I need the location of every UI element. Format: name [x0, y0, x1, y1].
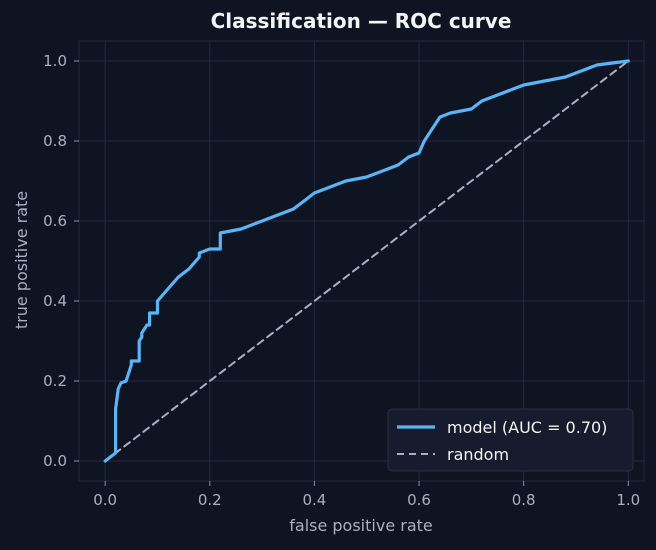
y-axis-label: true positive rate [12, 191, 31, 329]
y-tick-label: 0.8 [43, 132, 67, 150]
y-tick-label: 0.6 [43, 212, 67, 230]
y-tick-label: 0.4 [43, 292, 67, 310]
x-tick-label: 0.8 [512, 491, 536, 509]
random-baseline-line [104, 60, 630, 462]
legend-box [387, 408, 634, 472]
x-tick-label: 0.2 [198, 491, 222, 509]
x-tick-label: 0.6 [407, 491, 431, 509]
x-tick-label: 0.4 [302, 491, 326, 509]
x-axis-label: false positive rate [289, 516, 433, 535]
y-tick-label: 0.0 [43, 452, 67, 470]
y-tick-label: 0.2 [43, 372, 67, 390]
plot-area [78, 40, 645, 482]
legend-label: random [447, 445, 509, 464]
x-tick-label: 0.0 [93, 491, 117, 509]
y-tick-label: 1.0 [43, 52, 67, 70]
x-tick-label: 1.0 [616, 491, 640, 509]
legend: model (AUC = 0.70) random [387, 408, 634, 472]
chart-title: Classification — ROC curve [211, 9, 512, 33]
model-roc-line [103, 59, 630, 463]
legend-label: model (AUC = 0.70) [447, 418, 607, 437]
